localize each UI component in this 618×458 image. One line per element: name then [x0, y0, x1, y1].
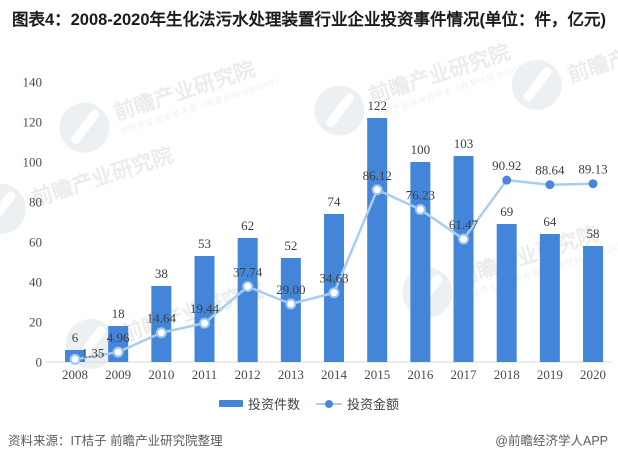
bar-value-label: 52 [284, 238, 297, 253]
y-tick-label: 100 [23, 155, 43, 170]
bar [496, 224, 517, 362]
legend-item-line-series: 投资金额 [316, 394, 399, 413]
line-value-label: 4.96 [107, 330, 130, 345]
x-tick-label: 2011 [192, 367, 218, 382]
line-value-label: 34.63 [319, 271, 348, 286]
legend-item-bar-series: 投资件数 [218, 394, 300, 413]
bar-value-label: 103 [454, 136, 474, 151]
x-tick-label: 2009 [105, 367, 131, 382]
bar-value-label: 100 [411, 142, 431, 157]
line-point [545, 180, 555, 190]
line-point [588, 179, 598, 189]
page-title: 图表4：2008-2020年生化法污水处理装置行业企业投资事件情况(单位：件，亿… [11, 11, 607, 29]
line-point [112, 346, 124, 358]
bar-value-label: 69 [500, 204, 513, 219]
legend: 投资件数 投资金额 [0, 394, 618, 413]
x-tick-label: 2012 [235, 367, 261, 382]
y-tick-label: 20 [29, 315, 42, 330]
x-tick-label: 2010 [148, 367, 174, 382]
x-tick-label: 2018 [494, 367, 520, 382]
y-tick-label: 60 [29, 235, 42, 250]
y-tick-label: 120 [23, 115, 43, 130]
bar [280, 258, 301, 362]
line-value-label: 29.00 [276, 282, 305, 297]
x-tick-label: 2015 [364, 367, 390, 382]
line-point [371, 184, 383, 196]
line-point [242, 281, 254, 293]
line-value-label: 1.35 [82, 345, 105, 360]
line-point [155, 327, 167, 339]
line-value-label: 37.74 [233, 265, 263, 280]
bar-value-label: 6 [72, 330, 79, 345]
line-value-label: 90.92 [492, 158, 521, 173]
line-series-swatch-icon [316, 399, 342, 408]
line-point [69, 353, 81, 365]
x-tick-label: 2020 [580, 367, 606, 382]
bar-series-swatch-icon [218, 400, 243, 407]
bar-value-label: 62 [241, 218, 254, 233]
line-value-label: 76.23 [406, 188, 435, 203]
line-point [328, 287, 340, 299]
line-point [458, 233, 470, 245]
bar [583, 246, 604, 362]
x-tick-label: 2014 [321, 367, 348, 382]
credit-note: @前瞻经济学人APP [495, 434, 608, 448]
bar [237, 238, 258, 362]
bar-value-label: 122 [367, 98, 387, 113]
bar-value-label: 18 [112, 306, 125, 321]
y-tick-label: 0 [36, 355, 43, 370]
line-value-label: 19.44 [190, 301, 220, 316]
bar [539, 234, 560, 362]
line-point [502, 175, 512, 185]
line-value-label: 88.64 [535, 163, 565, 178]
bar-value-label: 74 [328, 194, 342, 209]
bar-value-label: 64 [543, 214, 557, 229]
y-tick-label: 40 [29, 275, 42, 290]
line-point [414, 204, 426, 216]
legend-label: 投资金额 [347, 397, 400, 412]
bar-value-label: 38 [155, 266, 168, 281]
line-value-label: 86.12 [363, 168, 392, 183]
bar [453, 156, 474, 362]
source-note: 资料来源：IT桔子 前瞻产业研究院整理 [8, 434, 223, 448]
bar-value-label: 58 [587, 226, 600, 241]
x-tick-label: 2019 [537, 367, 563, 382]
bar [367, 118, 388, 362]
y-tick-label: 140 [23, 75, 43, 90]
y-tick-label: 80 [29, 195, 42, 210]
x-tick-label: 2017 [451, 367, 478, 382]
line-value-label: 14.64 [147, 311, 177, 326]
line-point [285, 298, 297, 310]
x-tick-label: 2016 [407, 367, 434, 382]
line-value-label: 89.13 [578, 162, 607, 177]
x-tick-label: 2008 [62, 367, 88, 382]
bar [194, 256, 215, 362]
line-point [199, 317, 211, 329]
bar-value-label: 53 [198, 236, 211, 251]
bar [151, 286, 172, 362]
x-tick-label: 2013 [278, 367, 304, 382]
line-value-label: 61.47 [449, 217, 479, 232]
legend-label: 投资件数 [247, 397, 300, 412]
